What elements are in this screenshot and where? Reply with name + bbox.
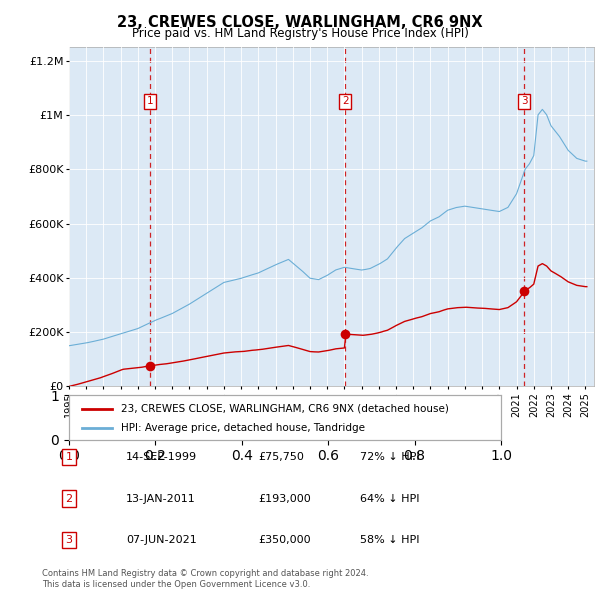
Text: 14-SEP-1999: 14-SEP-1999 [126,453,197,462]
Text: 58% ↓ HPI: 58% ↓ HPI [360,535,419,545]
Text: This data is licensed under the Open Government Licence v3.0.: This data is licensed under the Open Gov… [42,579,310,589]
Text: 23, CREWES CLOSE, WARLINGHAM, CR6 9NX: 23, CREWES CLOSE, WARLINGHAM, CR6 9NX [117,15,483,30]
Text: Price paid vs. HM Land Registry's House Price Index (HPI): Price paid vs. HM Land Registry's House … [131,27,469,40]
Text: 07-JUN-2021: 07-JUN-2021 [126,535,197,545]
Text: 72% ↓ HPI: 72% ↓ HPI [360,453,419,462]
Text: 13-JAN-2011: 13-JAN-2011 [126,494,196,503]
Text: 64% ↓ HPI: 64% ↓ HPI [360,494,419,503]
Text: 2: 2 [342,97,349,106]
Text: 3: 3 [65,535,73,545]
Text: 23, CREWES CLOSE, WARLINGHAM, CR6 9NX (detached house): 23, CREWES CLOSE, WARLINGHAM, CR6 9NX (d… [121,404,449,414]
Text: Contains HM Land Registry data © Crown copyright and database right 2024.: Contains HM Land Registry data © Crown c… [42,569,368,578]
Text: 3: 3 [521,97,527,106]
Text: £75,750: £75,750 [258,453,304,462]
Text: 1: 1 [65,453,73,462]
Text: £350,000: £350,000 [258,535,311,545]
Text: 1: 1 [147,97,154,106]
Text: 2: 2 [65,494,73,503]
Text: HPI: Average price, detached house, Tandridge: HPI: Average price, detached house, Tand… [121,424,365,434]
Text: £193,000: £193,000 [258,494,311,503]
